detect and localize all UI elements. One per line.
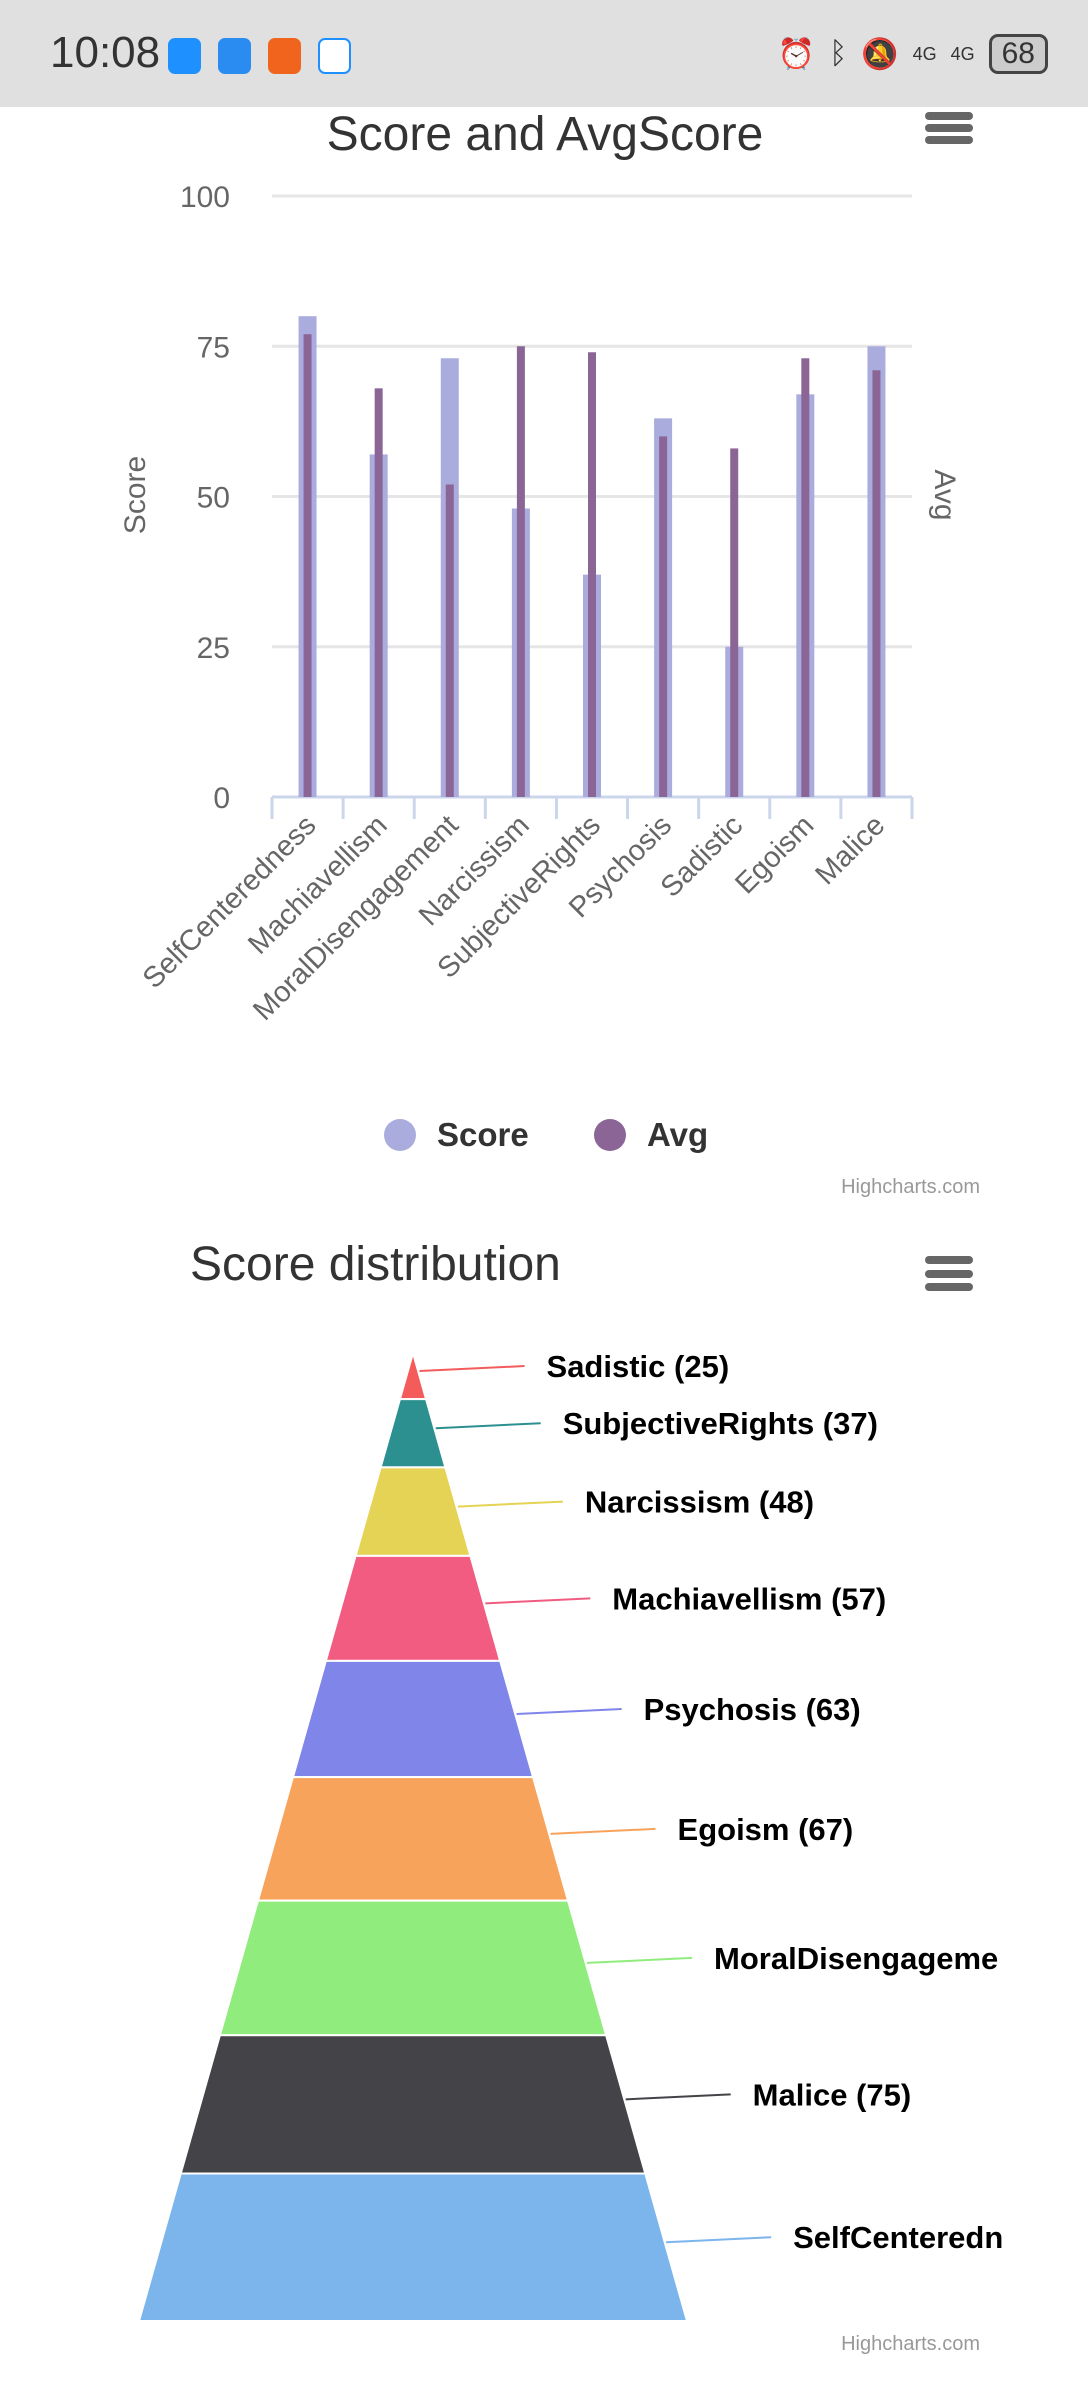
pyramid-segment-machiavellism[interactable] xyxy=(324,1554,502,1662)
signal-icon-2: 4G xyxy=(950,43,975,64)
credits-link[interactable]: Highcharts.com xyxy=(841,2333,980,2355)
y-tick-label: 25 xyxy=(197,632,230,665)
alarm-icon: ⏰ xyxy=(777,37,816,71)
message-app-icon xyxy=(168,38,201,74)
pyramid-segment-malice[interactable] xyxy=(179,2034,647,2175)
pyramid-segment-moraldisengagement[interactable] xyxy=(218,1899,608,2037)
battery-indicator: 68 xyxy=(988,34,1048,74)
legend-item-score[interactable]: Score xyxy=(384,1116,529,1153)
y-axis-title: Score xyxy=(119,456,152,534)
mute-icon: 🔕 xyxy=(861,37,899,71)
signal-icon: 4G xyxy=(912,43,937,64)
connector-line xyxy=(550,1827,656,1835)
connector-line xyxy=(587,1956,693,1964)
cloud-app-icon xyxy=(218,38,251,74)
connector-line xyxy=(419,1365,525,1373)
menu-icon[interactable] xyxy=(925,1256,973,1291)
avg-bar[interactable] xyxy=(516,346,525,797)
pyramid-label: Narcissism (48) xyxy=(585,1485,814,1520)
connector-line xyxy=(516,1708,622,1715)
status-bar: 10:08 ⏰ ᛒ 🔕 4G 4G 68 xyxy=(0,0,1088,107)
legend-label-score[interactable]: Score xyxy=(437,1116,529,1153)
pyramid-label: SelfCenteredn xyxy=(793,2220,1003,2255)
pyramid-segment-selfcenteredness[interactable] xyxy=(137,2172,689,2322)
pyramid-segment-sadistic[interactable] xyxy=(398,1349,428,1401)
avg-bar[interactable] xyxy=(374,388,383,797)
pyramid-label: Malice (75) xyxy=(753,2077,912,2112)
bluetooth-icon: ᛒ xyxy=(829,37,848,70)
connector-line xyxy=(625,2093,731,2101)
y2-axis-title: Avg xyxy=(928,469,961,520)
pyramid-segment-subjectiverights[interactable] xyxy=(379,1398,447,1469)
clock: 10:08 xyxy=(50,28,161,77)
pyramid-segment-egoism[interactable] xyxy=(256,1776,570,1902)
menu-icon[interactable] xyxy=(925,112,973,144)
avg-bar[interactable] xyxy=(801,358,810,797)
pyramid-label: SubjectiveRights (37) xyxy=(563,1406,878,1441)
avg-bar[interactable] xyxy=(659,436,668,797)
pyramid-label: Machiavellism (57) xyxy=(612,1581,886,1616)
connector-line xyxy=(435,1422,541,1430)
y-tick-label: 75 xyxy=(197,331,230,364)
score-avg-chart: Score and AvgScore Score Avg 0 25 50 75 100 S… xyxy=(119,108,980,1198)
avg-bar[interactable] xyxy=(445,484,454,797)
connector-line xyxy=(457,1500,563,1508)
connector-line xyxy=(485,1597,591,1605)
pyramid-label: Sadistic (25) xyxy=(547,1349,730,1384)
chart-title: Score distribution xyxy=(190,1238,561,1291)
y-tick-label: 0 xyxy=(213,782,230,815)
shop-app-icon xyxy=(268,38,301,74)
browser-app-icon xyxy=(318,38,351,74)
avg-bar[interactable] xyxy=(730,448,739,797)
connector-line xyxy=(666,2236,772,2244)
pyramid-label: Egoism (67) xyxy=(678,1812,854,1847)
y-tick-label: 100 xyxy=(180,181,230,214)
avg-bar[interactable] xyxy=(872,370,881,797)
pyramid-label: MoralDisengageme xyxy=(714,1941,998,1976)
legend-item-avg[interactable]: Avg xyxy=(594,1116,708,1153)
pyramid-segment-narcissism[interactable] xyxy=(354,1466,472,1557)
legend-label-avg[interactable]: Avg xyxy=(647,1116,708,1153)
avg-bar[interactable] xyxy=(303,334,312,797)
chart-title: Score and AvgScore xyxy=(327,108,764,161)
credits-link[interactable]: Highcharts.com xyxy=(841,1176,980,1198)
pyramid-label: Psychosis (63) xyxy=(644,1692,861,1727)
pyramid-segment-psychosis[interactable] xyxy=(291,1659,535,1779)
avg-bar[interactable] xyxy=(588,352,596,797)
y-tick-label: 50 xyxy=(197,482,230,515)
